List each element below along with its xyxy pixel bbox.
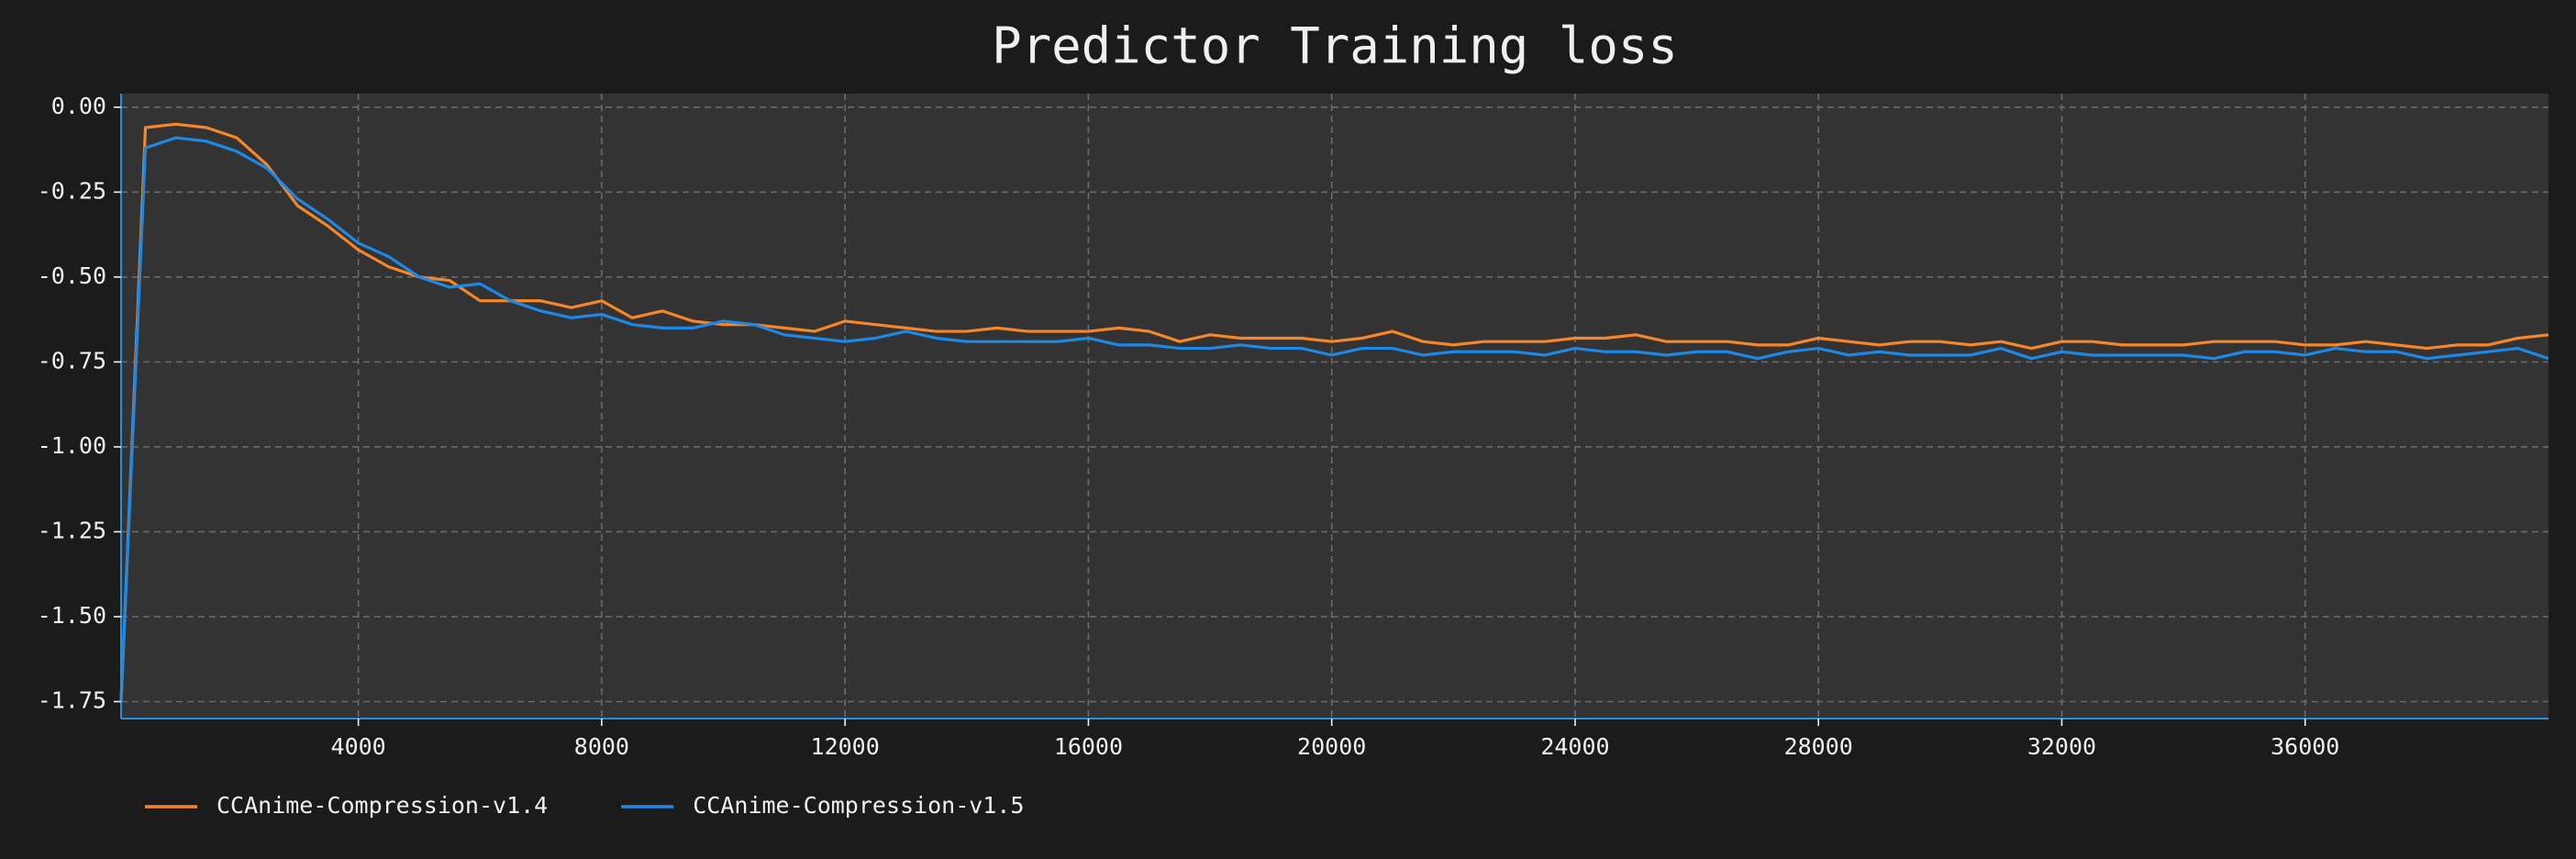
y-tick-label: 0.00	[51, 93, 106, 119]
y-tick-label: -1.00	[38, 432, 106, 459]
x-tick-label: 32000	[2027, 733, 2096, 760]
x-tick-label: 8000	[574, 733, 629, 760]
y-tick-label: -0.25	[38, 177, 106, 204]
x-tick-label: 36000	[2271, 733, 2339, 760]
x-tick-label: 4000	[331, 733, 386, 760]
x-tick-label: 12000	[811, 733, 880, 760]
series-line	[119, 136, 2549, 702]
y-tick-label: -1.75	[38, 686, 106, 713]
legend-label: CCAnime-Compression-v1.4	[217, 792, 548, 819]
x-tick-label: 16000	[1054, 733, 1123, 760]
y-tick-label: -0.50	[38, 262, 106, 289]
grid	[121, 94, 2548, 719]
y-tick-label: -0.75	[38, 347, 106, 374]
x-tick-label: 20000	[1297, 733, 1366, 760]
plot-area	[121, 94, 2548, 719]
series-line	[119, 122, 2549, 702]
chart-title: Predictor Training loss	[992, 17, 1678, 75]
x-tick-label: 24000	[1540, 733, 1609, 760]
y-tick-label: -1.25	[38, 517, 106, 543]
x-tick-label: 28000	[1784, 733, 1853, 760]
y-tick-label: -1.50	[38, 602, 106, 629]
legend-label: CCAnime-Compression-v1.5	[693, 792, 1024, 819]
series-lines	[119, 122, 2549, 702]
